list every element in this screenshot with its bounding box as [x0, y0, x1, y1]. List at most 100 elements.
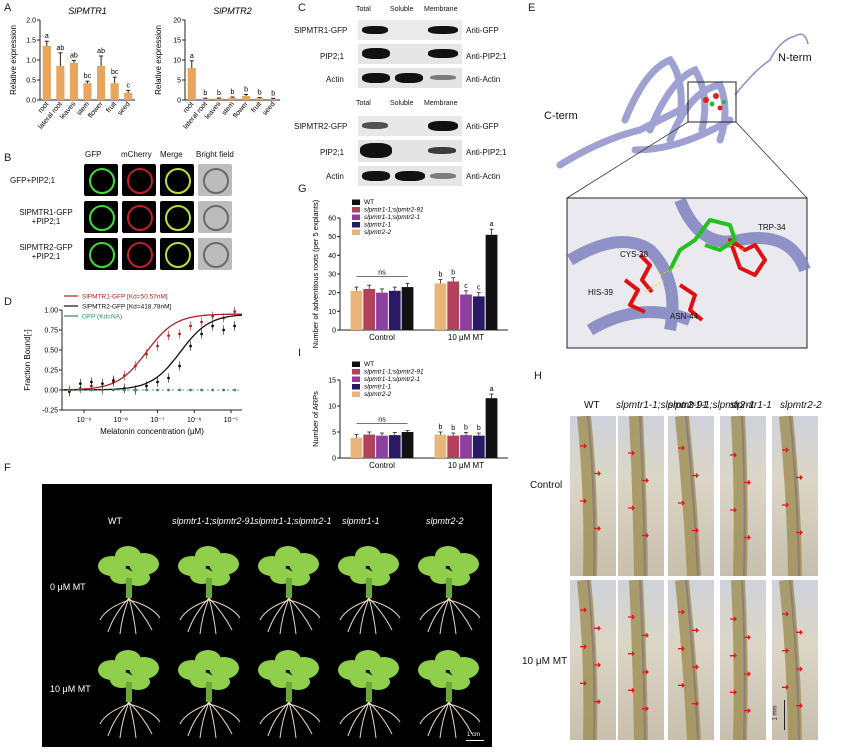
panel-h-col-wt: WT	[584, 400, 600, 411]
panel-f-col-wt: WT	[108, 516, 122, 526]
x-tick-label: 10⁻⁸	[114, 417, 128, 424]
y-axis-label: Number of adventitous roots (per 5 expla…	[311, 199, 320, 348]
data-point	[233, 388, 237, 392]
panel-a-charts: 0.0 0.5 1.0 1.5 2.0 SlPMTR1 Relative expressio…	[9, 6, 280, 131]
panel-h-scale-bar	[784, 700, 785, 730]
panel-f-col-dm91: slpmtr1-1;slpmtr2-91	[172, 516, 255, 526]
y-tick-label: 0	[332, 328, 336, 335]
category-label: 10 μM MT	[448, 461, 484, 470]
sig-letter: a	[490, 221, 494, 228]
bar	[401, 432, 414, 458]
y-tick-label: -0.25	[42, 408, 58, 415]
y-tick-label: 20	[173, 18, 181, 25]
x-tick-label: 10⁻⁶	[187, 417, 201, 424]
panel-h-col-slpmtr2: slpmtr2-2	[780, 400, 822, 411]
bar	[97, 66, 106, 100]
data-point	[222, 388, 226, 392]
legend-swatch	[352, 222, 360, 228]
sig-letter: b	[217, 90, 221, 97]
plant-explant	[414, 648, 484, 740]
panel-e: N-term C-term TRP-34 CYS-38 HIS-39 ASN-4…	[530, 0, 842, 360]
y-tick-label: 1.5	[26, 38, 36, 45]
y-tick-label: 1.0	[26, 58, 36, 65]
data-point	[189, 388, 192, 392]
sig-label: ns	[378, 416, 386, 423]
blot1-col-membrane: Membrane	[424, 6, 458, 13]
panel-b-row-1: GFP+PIP2;1	[10, 176, 56, 185]
cell-outline	[127, 242, 153, 268]
sig-letter: b	[451, 425, 455, 432]
microscopy-tile	[122, 238, 156, 270]
bar	[363, 434, 376, 458]
c-term-label: C-term	[544, 110, 578, 122]
root-photo	[570, 415, 616, 577]
y-tick-label: 5	[332, 430, 336, 437]
sig-letter: b	[271, 90, 275, 97]
microscopy-tile	[122, 164, 156, 196]
bar	[255, 98, 264, 100]
data-point	[101, 388, 104, 392]
chart-title: SlPMTR1	[68, 6, 107, 16]
root-photo	[570, 579, 616, 741]
microscopy-tile	[198, 164, 232, 196]
data-point	[89, 388, 93, 392]
blot1-row-2: PIP2;1	[320, 52, 345, 61]
microscopy-tile	[198, 201, 232, 233]
y-tick-label: 15	[173, 38, 181, 45]
plant-explant	[94, 544, 164, 636]
sig-letter: b	[439, 272, 443, 279]
legend-swatch	[352, 376, 360, 382]
blot2-ab-1: Anti-GFP	[466, 122, 499, 131]
panel-b-col-gfp: GFP	[85, 150, 102, 159]
y-tick-label: 0.5	[26, 78, 36, 85]
panel-letter-i: I	[298, 347, 302, 359]
panel-c: Total Soluble Membrane Total Soluble Mem…	[294, 0, 528, 190]
legend-swatch	[352, 199, 360, 205]
panel-b-col-merge: Merge	[160, 150, 183, 159]
y-tick-label: 10	[173, 58, 181, 65]
blot1-row-1: SlPMTR1-GFP	[294, 26, 348, 35]
cell-outline	[89, 205, 115, 231]
sig-letter: bc	[84, 73, 92, 80]
y-tick-label: 15	[328, 378, 336, 385]
blot2-ab-3: Anti-Actin	[466, 172, 501, 181]
n-term-label: N-term	[778, 52, 812, 64]
bar	[401, 287, 414, 330]
x-tick-label: 10⁻⁷	[151, 417, 165, 424]
cell-outline	[165, 168, 191, 194]
y-tick-label: 0.00	[44, 388, 58, 395]
legend-label: slpmtr2-2	[364, 391, 391, 398]
y-tick-label: 20	[328, 290, 336, 297]
y-tick-label: 60	[328, 216, 336, 223]
legend-label: slpmtr1-1	[364, 222, 391, 229]
panel-f-scale: 1 cm	[467, 732, 481, 738]
category-label: seed	[262, 101, 277, 117]
blot1-strip-3	[358, 68, 462, 88]
y-tick-label: 50	[328, 234, 336, 241]
category-label: seed	[117, 101, 132, 117]
bar	[201, 98, 210, 100]
sig-letter: a	[490, 386, 494, 393]
cell-outline	[89, 168, 115, 194]
legend-label: WT	[364, 199, 374, 206]
fit-curve	[62, 314, 243, 391]
y-tick-label: 0.25	[44, 368, 58, 375]
bar	[485, 234, 498, 330]
data-point	[123, 388, 126, 392]
y-tick-label: 0.50	[44, 348, 58, 355]
panel-letter-d: D	[4, 296, 12, 308]
data-point	[78, 388, 82, 392]
category-label: 10 μM MT	[448, 333, 484, 342]
blot2-row-2: PIP2;1	[320, 148, 345, 157]
legend-swatch	[352, 369, 360, 375]
category-label: flower	[87, 100, 105, 119]
legend-swatch	[352, 229, 360, 235]
panel-d-chart: -0.25 0.00 0.25 0.50 0.75 1.00 10⁻⁹ 10⁻⁸ 10⁻⁷ 10⁻…	[23, 294, 243, 436]
sig-letter: a	[190, 53, 194, 60]
blot2-strip-2	[358, 140, 462, 162]
root-photo	[618, 579, 664, 741]
y-tick-label: 10	[328, 404, 336, 411]
data-point	[112, 388, 115, 392]
panel-f-col-slpmtr2: slpmtr2-2	[426, 516, 464, 526]
